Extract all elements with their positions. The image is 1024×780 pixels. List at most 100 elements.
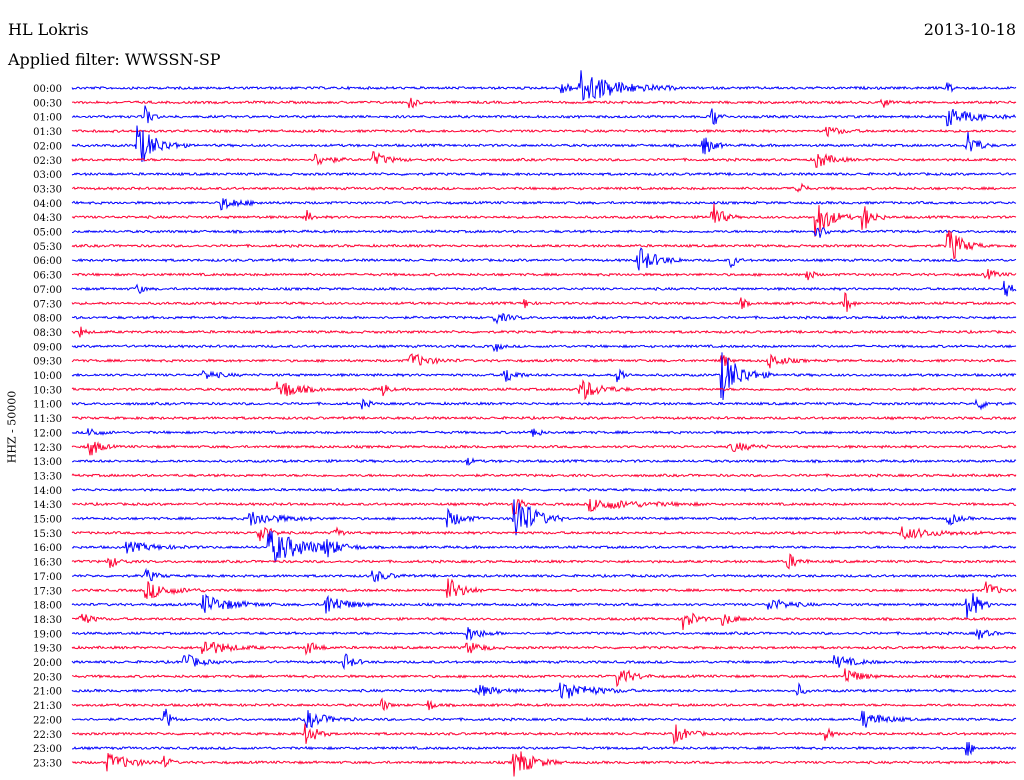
trace-1330: [71, 472, 1017, 478]
trace-0130: [71, 126, 1017, 138]
row-label: 04:00: [33, 199, 62, 210]
date-label: 2013-10-18: [923, 20, 1016, 39]
row-label: 09:30: [33, 357, 62, 368]
row-label: 17:00: [33, 572, 62, 583]
trace-0330: [71, 182, 1017, 193]
row-label: 17:30: [33, 586, 62, 597]
trace-0630: [71, 269, 1017, 281]
row-label: 20:30: [33, 672, 62, 683]
trace-0100: [71, 105, 1017, 127]
trace-0400: [71, 198, 1017, 211]
trace-1200: [71, 428, 1017, 437]
trace-0430: [71, 203, 1017, 237]
row-label: 10:00: [33, 371, 62, 382]
trace-0030: [71, 97, 1017, 109]
trace-0300: [71, 171, 1017, 177]
row-label: 22:30: [33, 730, 62, 741]
row-label: 13:00: [33, 457, 62, 468]
row-label: 01:30: [33, 127, 62, 138]
trace-1630: [71, 553, 1017, 570]
trace-1900: [71, 627, 1017, 641]
row-label: 18:00: [33, 601, 62, 612]
trace-1430: [71, 498, 1017, 516]
row-label: 11:00: [33, 400, 62, 411]
row-label: 21:00: [33, 687, 62, 698]
trace-0200: [71, 125, 1017, 163]
row-label: 13:30: [33, 471, 62, 482]
trace-1930: [71, 641, 1017, 656]
row-label: 08:30: [33, 328, 62, 339]
row-label: 01:00: [33, 113, 62, 124]
station-title: HL Lokris: [8, 20, 89, 39]
filter-label: Applied filter: WWSSN-SP: [8, 50, 221, 69]
row-label: 21:30: [33, 701, 62, 712]
trace-1600: [71, 530, 1017, 563]
row-label: 14:00: [33, 486, 62, 497]
trace-1400: [71, 487, 1017, 493]
row-label: 19:30: [33, 644, 62, 655]
trace-1830: [71, 612, 1017, 631]
trace-2300: [72, 742, 1017, 756]
row-label: 09:00: [33, 342, 62, 353]
trace-1300: [72, 457, 1017, 466]
row-label: 02:30: [33, 156, 62, 167]
trace-1130: [71, 415, 1017, 421]
trace-0730: [71, 292, 1017, 312]
trace-0000: [71, 70, 1017, 102]
row-label: 07:30: [33, 299, 62, 310]
trace-1030: [71, 379, 1017, 401]
trace-0800: [71, 312, 1017, 325]
row-label: 02:00: [33, 141, 62, 152]
trace-1230: [71, 441, 1017, 456]
trace-2130: [71, 697, 1017, 712]
trace-0530: [71, 230, 1017, 260]
trace-1800: [71, 593, 1017, 619]
row-label: 23:30: [33, 758, 62, 769]
trace-1100: [71, 398, 1017, 411]
row-label: 06:30: [33, 271, 62, 282]
row-label: 08:00: [33, 314, 62, 325]
row-label: 18:30: [33, 615, 62, 626]
trace-0830: [71, 326, 1017, 338]
row-label: 22:00: [33, 715, 62, 726]
trace-0600: [71, 247, 1017, 271]
trace-0230: [71, 151, 1017, 168]
row-label: 06:00: [33, 256, 62, 267]
trace-2230: [71, 723, 1017, 746]
row-label: 23:00: [33, 744, 62, 755]
row-label: 00:00: [33, 84, 62, 95]
row-label: 14:30: [33, 500, 62, 511]
row-label: 16:00: [33, 543, 62, 554]
trace-0700: [71, 280, 1017, 297]
trace-1730: [71, 578, 1017, 599]
row-label: 03:00: [33, 170, 62, 181]
row-label: 15:00: [33, 515, 62, 526]
row-label: 10:30: [33, 385, 62, 396]
trace-2200: [71, 708, 1017, 729]
row-label: 16:30: [33, 558, 62, 569]
trace-1500: [71, 499, 1017, 536]
trace-0500: [71, 227, 1017, 238]
row-label: 11:30: [33, 414, 62, 425]
row-label: 15:30: [33, 529, 62, 540]
row-label: 05:30: [33, 242, 62, 253]
row-label: 05:00: [33, 228, 62, 239]
row-label: 20:00: [33, 658, 62, 669]
trace-1000: [71, 352, 1017, 401]
row-label: 00:30: [33, 98, 62, 109]
trace-2330: [71, 751, 1016, 777]
trace-1700: [71, 567, 1017, 583]
trace-1530: [71, 526, 1017, 542]
trace-0900: [71, 343, 1017, 353]
row-label: 19:00: [33, 629, 62, 640]
row-label: 04:30: [33, 213, 62, 224]
row-label: 12:30: [33, 443, 62, 454]
trace-0930: [71, 353, 1017, 369]
trace-2030: [71, 668, 1017, 688]
row-label: 07:00: [33, 285, 62, 296]
row-label: 03:30: [33, 184, 62, 195]
row-label: 12:00: [33, 428, 62, 439]
trace-2000: [71, 653, 1017, 671]
trace-2100: [71, 682, 1017, 700]
